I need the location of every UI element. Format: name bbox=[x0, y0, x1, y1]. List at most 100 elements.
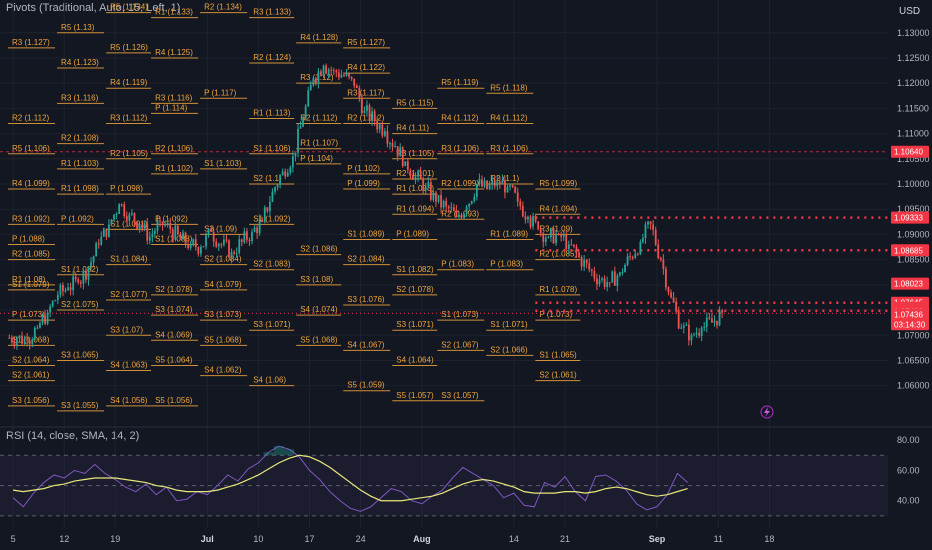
candle-body bbox=[381, 124, 384, 136]
pivot-label: R3 (1.116) bbox=[155, 93, 193, 102]
pivot-label: R3 (1.092) bbox=[12, 214, 50, 223]
candle-body bbox=[547, 236, 550, 238]
candle-body bbox=[593, 271, 596, 279]
candle-body bbox=[156, 220, 159, 231]
currency-label[interactable]: USD bbox=[899, 6, 921, 17]
candle-body bbox=[164, 224, 167, 226]
candle-body bbox=[95, 243, 98, 257]
rsi-y-tick-label: 80.00 bbox=[897, 435, 920, 445]
current-price-badge bbox=[891, 308, 929, 331]
candle-body bbox=[26, 338, 29, 341]
candle-body bbox=[115, 213, 118, 215]
candle-body bbox=[386, 131, 389, 144]
candle-body bbox=[636, 253, 639, 255]
candle-body bbox=[212, 231, 215, 242]
pivot-label: S3 (1.071) bbox=[253, 320, 291, 329]
candle-body bbox=[616, 275, 619, 286]
pivot-label: S1 (1.079) bbox=[12, 280, 50, 289]
pivot-label: S4 (1.062) bbox=[204, 366, 242, 375]
candle-body bbox=[320, 71, 322, 76]
candle-body bbox=[36, 327, 39, 329]
pivot-label: S4 (1.064) bbox=[396, 356, 434, 365]
candle-body bbox=[123, 204, 126, 217]
candle-body bbox=[447, 206, 450, 209]
pivot-label: R5 (1.099) bbox=[539, 179, 577, 188]
pivot-label: S3 (1.08) bbox=[300, 275, 333, 284]
candle-body bbox=[312, 78, 315, 86]
x-tick-label: 10 bbox=[253, 534, 263, 544]
candle-body bbox=[327, 69, 330, 74]
candle-body bbox=[360, 98, 363, 114]
pivot-label: P (1.092) bbox=[61, 214, 94, 223]
candle-body bbox=[281, 171, 284, 176]
pivot-label: R5 (1.118) bbox=[490, 83, 528, 92]
candle-body bbox=[240, 239, 243, 242]
candle-body bbox=[695, 332, 698, 335]
candle-body bbox=[49, 306, 52, 313]
candle-body bbox=[294, 152, 297, 157]
pivot-label: P (1.098) bbox=[110, 184, 143, 193]
candle-body bbox=[631, 257, 634, 259]
candle-body bbox=[207, 228, 210, 236]
candle-body bbox=[194, 239, 197, 248]
candle-body bbox=[74, 276, 77, 280]
price-badge bbox=[891, 244, 929, 257]
candle-body bbox=[537, 221, 540, 230]
candle-body bbox=[131, 212, 133, 215]
candle-body bbox=[235, 253, 238, 255]
pivot-label: R4 (1.123) bbox=[61, 58, 99, 67]
candle-body bbox=[205, 235, 207, 247]
pivot-label: S1 (1.068) bbox=[12, 335, 50, 344]
candle-body bbox=[87, 267, 90, 280]
pivot-levels: R5 (1.134) R1 (1.133) R2 (1.134) R3 (1.133)… bbox=[0, 3, 888, 412]
candle-body bbox=[389, 143, 391, 145]
candle-body bbox=[358, 88, 361, 99]
y-tick-label: 1.07000 bbox=[897, 330, 930, 340]
candle-body bbox=[565, 234, 568, 250]
candle-body bbox=[644, 224, 647, 239]
x-tick-label: 11 bbox=[714, 534, 723, 544]
pivot-label: P (1.102) bbox=[347, 164, 380, 173]
candle-body bbox=[555, 233, 557, 244]
pivot-label: S1 (1.071) bbox=[490, 320, 528, 329]
candle-body bbox=[642, 238, 644, 242]
rsi-indicator-legend[interactable]: RSI (14, close, SMA, 14, 2) bbox=[6, 430, 140, 442]
candle-body bbox=[202, 246, 205, 248]
pivot-label: R1 (1.098) bbox=[61, 184, 99, 193]
pivot-label: R3 (1.116) bbox=[61, 93, 99, 102]
candle-body bbox=[100, 236, 103, 245]
pivot-label: R4 (1.128) bbox=[300, 33, 338, 42]
candle-body bbox=[317, 71, 320, 83]
candle-body bbox=[483, 180, 486, 187]
candle-body bbox=[146, 223, 149, 241]
pivots-indicator-legend[interactable]: Pivots (Traditional, Auto, 15, Left, 1) bbox=[6, 2, 181, 14]
candle-body bbox=[148, 236, 151, 241]
candle-body bbox=[659, 257, 662, 260]
pivot-label: S1 (1.082) bbox=[396, 265, 434, 274]
pivot-label: P (1.088) bbox=[12, 235, 45, 244]
pivot-label: S4 (1.063) bbox=[110, 361, 148, 370]
candle-body bbox=[532, 216, 534, 227]
axes[interactable]: 1.060001.065001.070001.075001.080001.085… bbox=[0, 28, 932, 544]
candle-body bbox=[72, 276, 75, 291]
candle-body bbox=[197, 247, 200, 254]
candle-body bbox=[371, 111, 373, 121]
candle-body bbox=[243, 231, 246, 242]
candle-body bbox=[562, 234, 565, 237]
candle-body bbox=[685, 324, 688, 326]
pivot-label: S5 (1.068) bbox=[204, 335, 242, 344]
candle-body bbox=[557, 233, 560, 235]
candle-body bbox=[258, 219, 261, 234]
y-tick-label: 1.09000 bbox=[897, 229, 930, 239]
rsi-overbought-fill bbox=[273, 446, 284, 456]
candle-body bbox=[708, 317, 711, 319]
candle-body bbox=[414, 176, 417, 180]
candle-body bbox=[82, 270, 85, 284]
candle-body bbox=[521, 205, 524, 217]
candle-body bbox=[314, 78, 317, 83]
y-tick-label: 1.10000 bbox=[897, 179, 930, 189]
pivot-label: R3 (1.117) bbox=[347, 88, 385, 97]
candle-body bbox=[470, 201, 473, 204]
pivot-label: P (1.099) bbox=[347, 179, 380, 188]
